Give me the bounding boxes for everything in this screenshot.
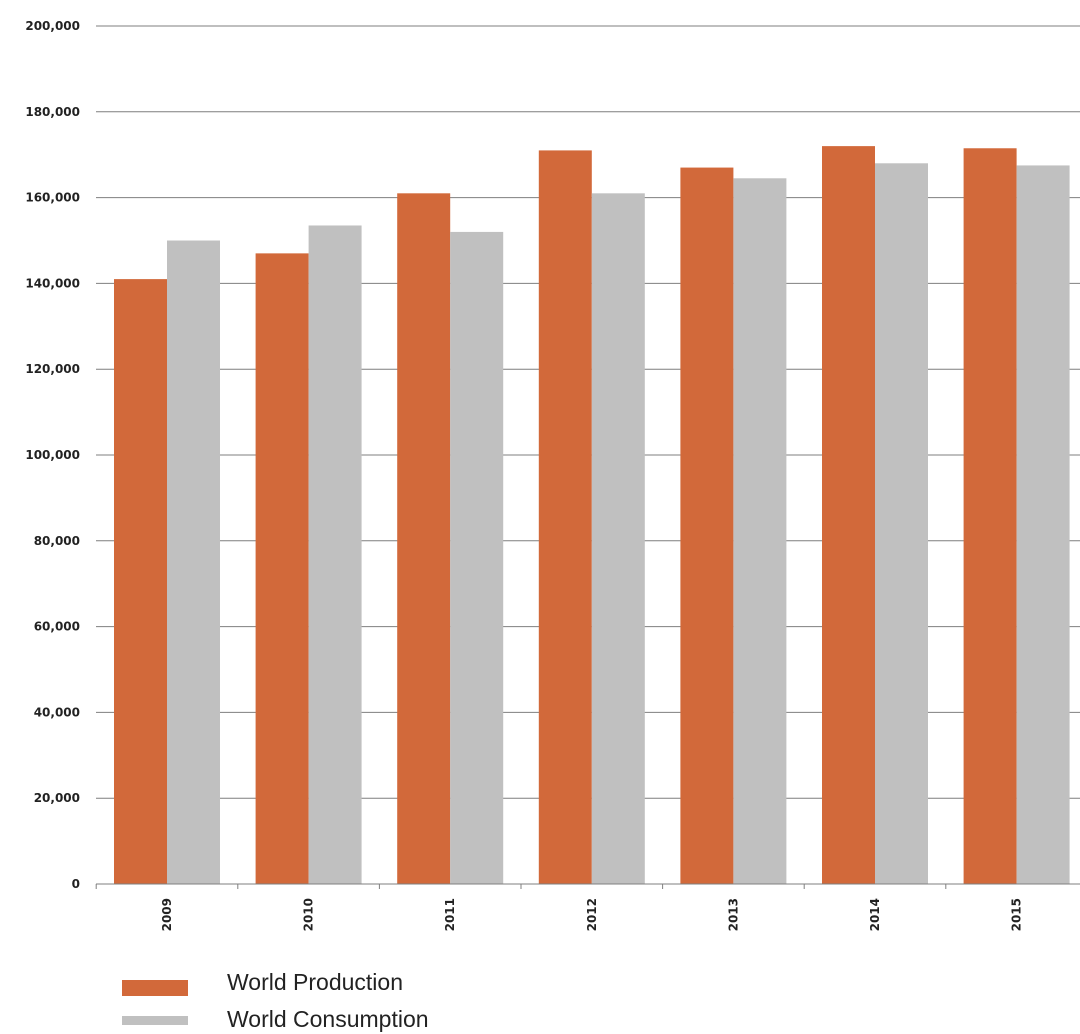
legend-label-consumption: World Consumption (227, 1006, 429, 1032)
bar-consumption-2014 (875, 163, 928, 884)
x-tick-label: 2014 (868, 898, 882, 931)
bar-consumption-2011 (450, 231, 504, 885)
y-tick-label: 60,000 (34, 620, 80, 634)
bar-production-2011 (397, 193, 451, 884)
legend-label-production: World Production (227, 969, 403, 995)
y-tick-label: 0 (72, 877, 80, 891)
bar-consumption-2013 (733, 178, 787, 885)
legend: World Production World Consumption (122, 969, 429, 1032)
bar-consumption-2010 (308, 225, 362, 885)
x-tick-label: 2009 (160, 898, 174, 931)
y-tick-label: 180,000 (25, 105, 80, 119)
x-tick-label: 2010 (302, 898, 316, 931)
y-tick-label: 140,000 (25, 276, 80, 290)
bar-production-2010 (255, 253, 309, 884)
bar-production-2012 (538, 150, 592, 884)
y-tick-label: 80,000 (34, 534, 80, 548)
bar-consumption-2015 (1016, 165, 1070, 885)
y-tick-label: 200,000 (25, 19, 80, 33)
x-tick-label: 2012 (585, 898, 599, 931)
bar-production-2014 (822, 146, 875, 884)
bar-production-2013 (680, 167, 734, 884)
x-tick-label: 2011 (443, 898, 457, 931)
y-tick-label: 20,000 (34, 791, 80, 805)
x-axis-ticks: 2009 2010 2011 2012 2013 2014 2015 (160, 898, 1024, 931)
legend-swatch-production (122, 980, 188, 996)
y-axis-ticks: 0 20,000 40,000 60,000 80,000 100,000 120,000 1… (25, 19, 80, 891)
x-tick-label: 2013 (726, 898, 740, 931)
y-tick-label: 120,000 (25, 362, 80, 376)
bar-production-2009 (114, 279, 167, 884)
y-tick-label: 100,000 (25, 448, 80, 462)
y-tick-label: 160,000 (25, 191, 80, 205)
x-tick-label: 2015 (1010, 898, 1024, 931)
axes (95, 883, 1080, 889)
bar-production-2015 (963, 148, 1017, 884)
y-tick-label: 40,000 (34, 705, 80, 719)
bar-consumption-2012 (591, 193, 645, 884)
legend-swatch-consumption (122, 1016, 188, 1025)
bar-consumption-2009 (167, 240, 220, 884)
bars (114, 146, 1070, 885)
